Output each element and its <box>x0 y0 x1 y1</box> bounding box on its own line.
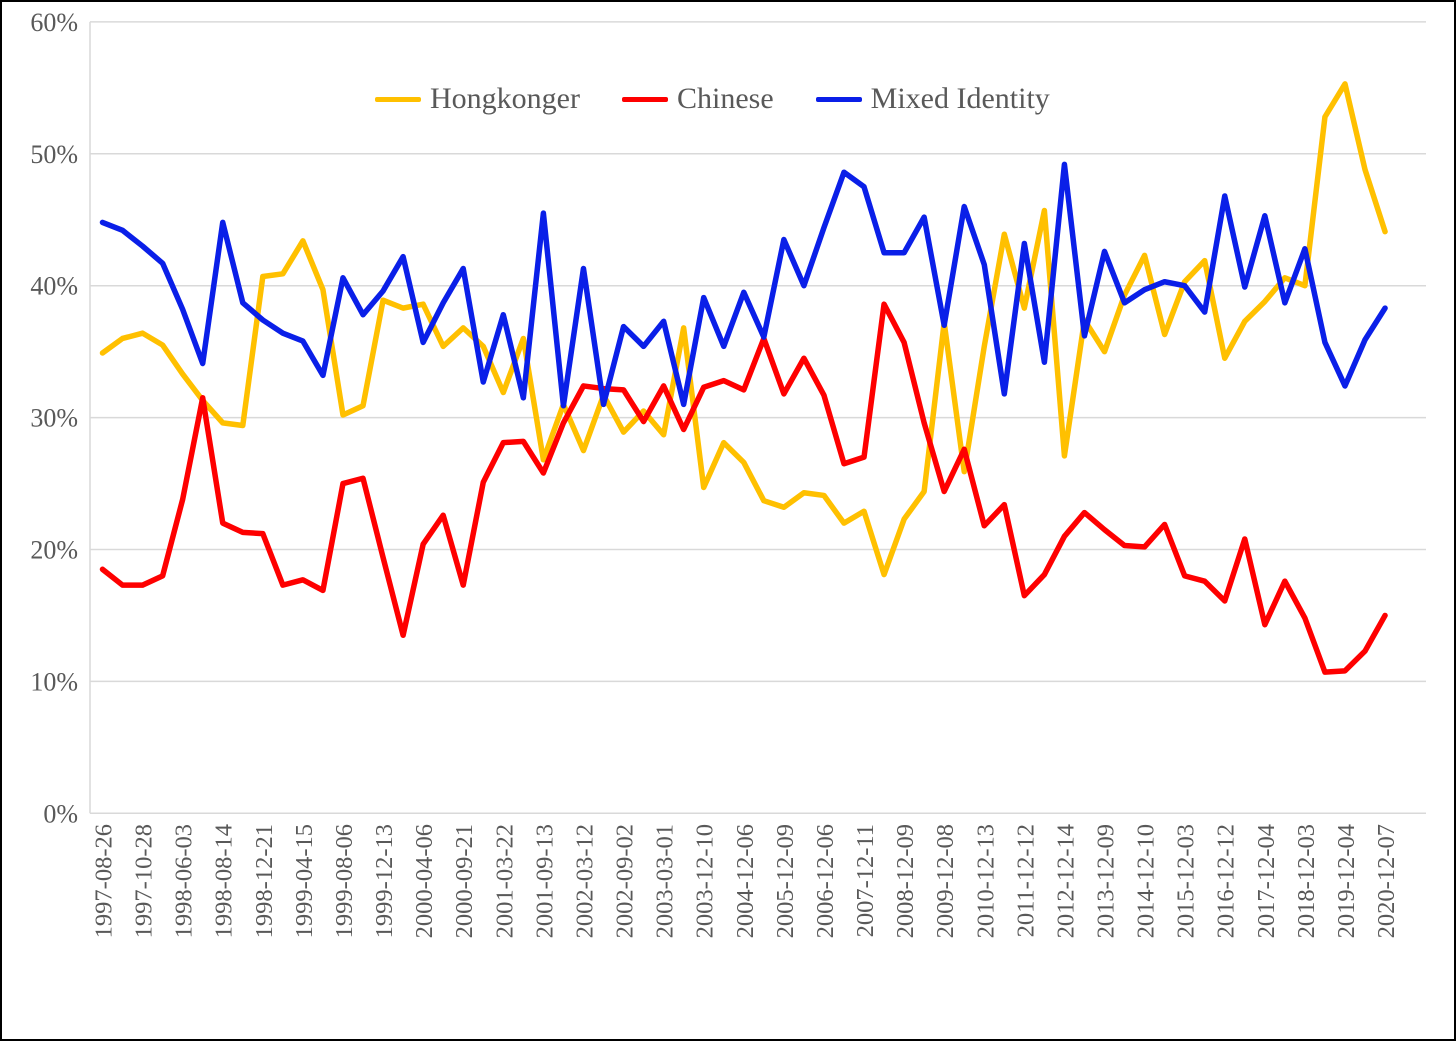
x-axis-tick-label: 2017-12-04 <box>1253 824 1280 938</box>
x-axis-tick-label: 2013-12-09 <box>1093 824 1120 938</box>
y-axis-tick-label: 20% <box>30 536 78 565</box>
legend-label-hongkonger: Hongkonger <box>430 82 580 115</box>
y-axis-tick-label: 60% <box>30 8 78 37</box>
x-axis-tick-label: 2000-09-21 <box>451 824 478 938</box>
legend-item-chinese: Chinese <box>621 82 774 116</box>
x-axis-tick-label: 2007-12-11 <box>852 824 879 937</box>
mixed-identity-line <box>99 161 1388 409</box>
y-axis-tick-label: 30% <box>30 404 78 433</box>
y-axis-tick-label: 0% <box>43 799 78 828</box>
legend-item-hongkonger: Hongkonger <box>375 82 580 116</box>
y-axis-tick-label: 50% <box>30 140 78 169</box>
x-axis-tick-label: 2018-12-03 <box>1293 824 1320 938</box>
x-axis-tick-label: 2005-12-09 <box>772 824 799 938</box>
x-axis-tick-label: 1999-12-13 <box>371 824 398 938</box>
x-axis-tick-label: 2019-12-04 <box>1333 824 1360 938</box>
legend-item-mixed-identity: Mixed Identity <box>815 82 1050 116</box>
x-axis-tick-label: 2011-12-12 <box>1012 824 1039 937</box>
x-axis-tick-label: 2010-12-13 <box>972 824 999 938</box>
x-axis-tick-label: 2008-12-09 <box>892 824 919 938</box>
x-axis-tick-label: 2015-12-03 <box>1173 824 1200 938</box>
x-axis-tick-label: 2001-03-22 <box>491 824 518 938</box>
x-axis-tick-label: 1999-08-06 <box>331 824 358 938</box>
x-axis-tick-label: 2014-12-10 <box>1133 824 1160 938</box>
legend-label-mixed-identity: Mixed Identity <box>870 82 1050 115</box>
x-axis-tick-label: 1997-10-28 <box>131 824 158 938</box>
legend-label-chinese: Chinese <box>676 82 774 115</box>
x-axis-tick-label: 2002-09-02 <box>612 824 639 938</box>
x-axis-tick-label: 2006-12-06 <box>812 824 839 938</box>
x-axis-tick-label: 2003-03-01 <box>652 824 679 938</box>
x-axis-tick-label: 1999-04-15 <box>291 824 318 938</box>
y-axis-tick-label: 40% <box>30 272 78 301</box>
hongkonger-line-swatch <box>375 96 421 102</box>
mixed-identity-line-swatch <box>815 96 862 102</box>
x-axis-tick-label: 1998-12-21 <box>251 824 278 938</box>
x-axis-tick-label: 2001-09-13 <box>531 824 558 938</box>
hongkonger-line <box>99 81 1388 578</box>
x-axis-tick-label: 2003-12-10 <box>692 824 719 938</box>
x-axis-tick-label: 2020-12-07 <box>1373 824 1400 938</box>
x-axis-tick-label: 2016-12-12 <box>1213 824 1240 938</box>
x-axis-tick-label: 1998-06-03 <box>171 824 198 938</box>
x-axis-tick-label: 2000-04-06 <box>411 824 438 938</box>
x-axis-tick-label: 1997-08-26 <box>91 824 118 938</box>
x-axis-tick-label: 2012-12-14 <box>1052 824 1079 938</box>
y-axis-tick-label: 10% <box>30 667 78 696</box>
x-axis-tick-label: 2009-12-08 <box>932 824 959 938</box>
x-axis-tick-label: 2004-12-06 <box>732 824 759 938</box>
chart-legend: Hongkonger Chinese Mixed Identity <box>375 82 1050 116</box>
x-axis-tick-label: 2002-03-12 <box>571 824 598 938</box>
x-axis-tick-label: 1998-08-14 <box>211 824 238 938</box>
chinese-line-swatch <box>621 96 668 102</box>
chinese-line <box>99 301 1388 675</box>
